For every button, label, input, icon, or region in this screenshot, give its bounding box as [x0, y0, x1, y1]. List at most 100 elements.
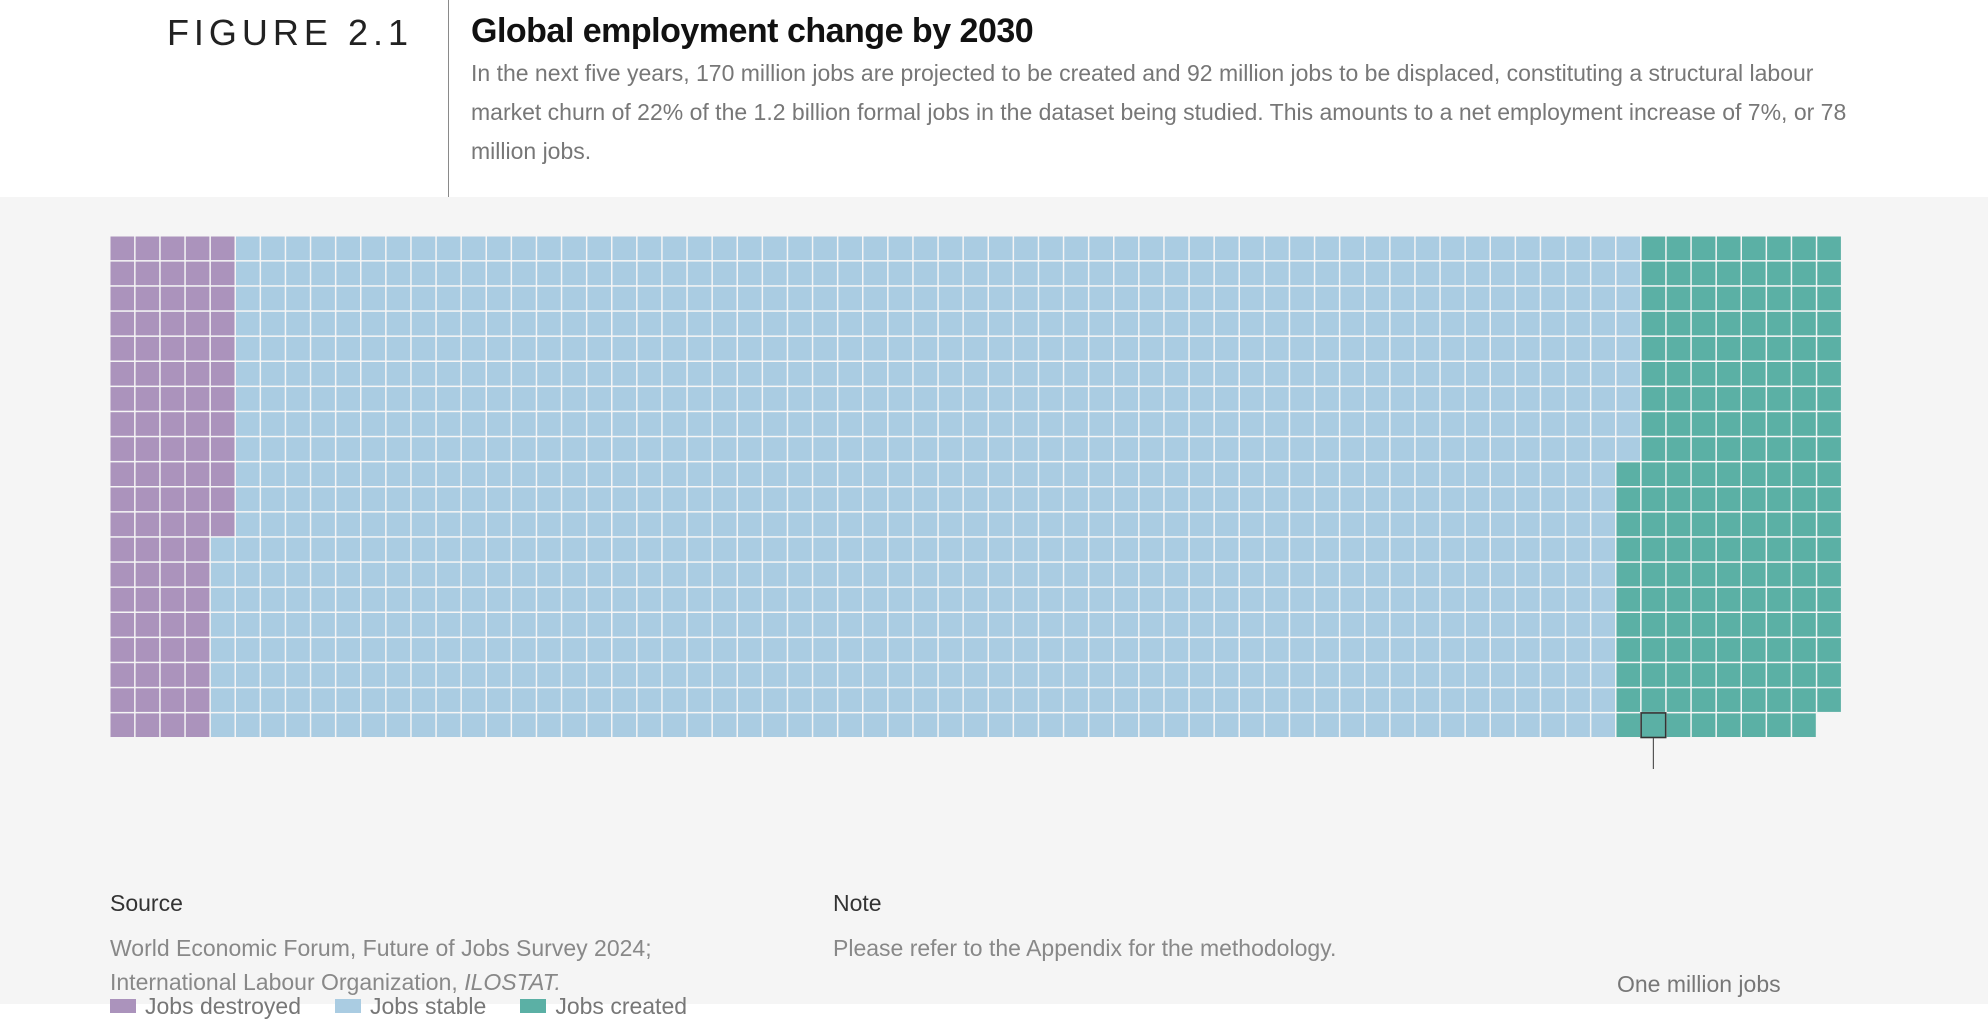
- waffle-cell-jobs-stable: [411, 286, 436, 311]
- waffle-cell-jobs-stable: [888, 462, 913, 486]
- waffle-cell-jobs-stable: [1315, 261, 1339, 286]
- waffle-cell-jobs-stable: [1240, 487, 1264, 512]
- waffle-cell-jobs-created: [1767, 562, 1791, 587]
- waffle-cell-jobs-stable: [813, 311, 837, 336]
- waffle-cell-jobs-created: [1742, 462, 1766, 486]
- waffle-cell-jobs-stable: [813, 613, 837, 637]
- waffle-cell-jobs-created: [1767, 362, 1791, 386]
- waffle-cell-jobs-stable: [637, 236, 662, 261]
- waffle-cell-jobs-stable: [537, 311, 561, 336]
- waffle-cell-jobs-stable: [1516, 387, 1540, 411]
- waffle-cell-jobs-created: [1767, 487, 1791, 512]
- waffle-cell-jobs-stable: [1189, 311, 1214, 336]
- waffle-cell-jobs-stable: [1064, 387, 1088, 411]
- waffle-cell-jobs-stable: [989, 562, 1013, 587]
- waffle-cell-jobs-stable: [738, 362, 762, 386]
- waffle-cell-jobs-destroyed: [135, 286, 160, 311]
- waffle-cell-jobs-stable: [311, 362, 335, 386]
- waffle-cell-jobs-stable: [1491, 638, 1515, 662]
- waffle-cell-jobs-created: [1691, 311, 1716, 336]
- waffle-cell-jobs-stable: [712, 587, 737, 612]
- waffle-cell-jobs-stable: [989, 512, 1013, 537]
- waffle-cell-jobs-stable: [1114, 286, 1139, 311]
- waffle-cell-jobs-stable: [1139, 336, 1164, 361]
- waffle-cell-jobs-created: [1817, 562, 1841, 587]
- waffle-cell-jobs-stable: [863, 638, 888, 662]
- waffle-cell-jobs-stable: [637, 286, 662, 311]
- waffle-cell-jobs-stable: [1541, 713, 1565, 737]
- waffle-cell-jobs-stable: [286, 688, 310, 712]
- waffle-cell-jobs-stable: [1315, 663, 1339, 687]
- waffle-cell-jobs-stable: [1240, 311, 1264, 336]
- waffle-cell-jobs-stable: [336, 537, 360, 562]
- chart-panel: One million jobs Jobs destroyed Jobs sta…: [0, 197, 1988, 1019]
- waffle-cell-jobs-stable: [1465, 638, 1490, 662]
- waffle-cell-jobs-stable: [1491, 437, 1515, 461]
- waffle-cell-jobs-stable: [1265, 236, 1289, 261]
- waffle-cell-jobs-stable: [1516, 437, 1540, 461]
- waffle-cell-jobs-stable: [637, 336, 662, 361]
- waffle-cell-jobs-destroyed: [110, 663, 135, 687]
- waffle-cell-jobs-stable: [537, 512, 561, 537]
- waffle-cell-jobs-destroyed: [160, 236, 185, 261]
- waffle-cell-jobs-created: [1817, 261, 1841, 286]
- waffle-cell-jobs-created: [1691, 688, 1716, 712]
- waffle-cell-jobs-stable: [788, 663, 812, 687]
- waffle-cell-jobs-created: [1616, 688, 1641, 712]
- waffle-cell-jobs-stable: [1139, 462, 1164, 486]
- waffle-cell-jobs-stable: [261, 311, 285, 336]
- waffle-cell-jobs-stable: [838, 286, 862, 311]
- waffle-cell-jobs-stable: [1516, 362, 1540, 386]
- waffle-cell-jobs-stable: [1465, 336, 1490, 361]
- waffle-cell-jobs-stable: [1214, 713, 1239, 737]
- waffle-cell-jobs-stable: [261, 587, 285, 612]
- waffle-cell-jobs-stable: [612, 512, 637, 537]
- waffle-cell-jobs-stable: [587, 261, 611, 286]
- waffle-cell-jobs-stable: [637, 663, 662, 687]
- waffle-cell-jobs-stable: [1591, 562, 1615, 587]
- waffle-cell-jobs-stable: [913, 638, 938, 662]
- waffle-cell-jobs-stable: [311, 638, 335, 662]
- waffle-cell-jobs-created: [1691, 638, 1716, 662]
- waffle-cell-jobs-stable: [210, 713, 235, 737]
- waffle-cell-jobs-stable: [863, 387, 888, 411]
- waffle-cell-jobs-stable: [587, 412, 611, 436]
- waffle-cell-jobs-stable: [537, 713, 561, 737]
- waffle-cell-jobs-stable: [1240, 437, 1264, 461]
- waffle-cell-jobs-stable: [1440, 638, 1465, 662]
- waffle-cell-jobs-stable: [236, 362, 260, 386]
- waffle-cell-jobs-stable: [813, 462, 837, 486]
- waffle-cell-jobs-stable: [1415, 638, 1440, 662]
- waffle-cell-jobs-created: [1716, 236, 1741, 261]
- waffle-cell-jobs-stable: [436, 462, 461, 486]
- waffle-cell-jobs-stable: [1064, 286, 1088, 311]
- waffle-cell-jobs-stable: [1214, 462, 1239, 486]
- waffle-cell-jobs-stable: [1240, 562, 1264, 587]
- waffle-cell-jobs-stable: [1365, 587, 1390, 612]
- waffle-cell-jobs-created: [1691, 336, 1716, 361]
- waffle-cell-jobs-stable: [1290, 311, 1314, 336]
- waffle-cell-jobs-created: [1616, 562, 1641, 587]
- waffle-cell-jobs-stable: [1390, 713, 1415, 737]
- waffle-cell-jobs-stable: [687, 562, 712, 587]
- waffle-cell-jobs-stable: [1365, 537, 1390, 562]
- waffle-cell-jobs-stable: [487, 487, 511, 512]
- waffle-cell-jobs-stable: [436, 387, 461, 411]
- waffle-cell-jobs-stable: [662, 336, 687, 361]
- waffle-cell-jobs-destroyed: [160, 286, 185, 311]
- waffle-cell-jobs-created: [1666, 512, 1691, 537]
- waffle-cell-jobs-stable: [1214, 487, 1239, 512]
- waffle-cell-jobs-stable: [1566, 261, 1590, 286]
- waffle-cell-jobs-stable: [913, 713, 938, 737]
- waffle-cell-jobs-created: [1792, 487, 1816, 512]
- waffle-cell-jobs-stable: [487, 638, 511, 662]
- waffle-cell-jobs-stable: [411, 713, 436, 737]
- note-heading: Note: [833, 890, 882, 916]
- waffle-cell-jobs-stable: [1415, 587, 1440, 612]
- waffle-cell-jobs-stable: [1164, 336, 1189, 361]
- waffle-cell-jobs-stable: [537, 613, 561, 637]
- waffle-cell-jobs-stable: [1214, 412, 1239, 436]
- waffle-cell-jobs-stable: [1189, 261, 1214, 286]
- waffle-cell-jobs-stable: [963, 537, 988, 562]
- waffle-cell-jobs-created: [1666, 613, 1691, 637]
